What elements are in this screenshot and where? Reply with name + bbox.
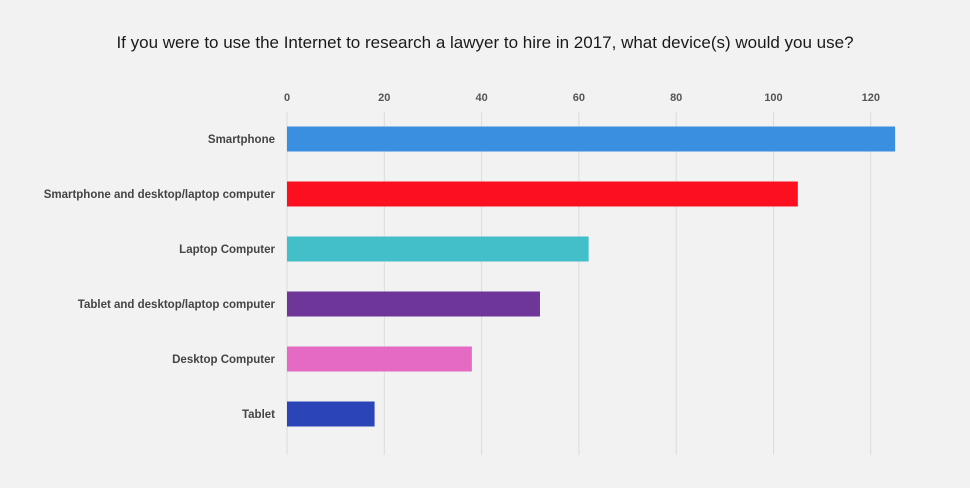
bar [287, 181, 798, 207]
gridlines [286, 112, 872, 455]
bar [287, 236, 589, 262]
bar [287, 126, 896, 152]
x-tick-label: 80 [670, 92, 682, 104]
x-tick-label: 120 [862, 92, 880, 104]
x-tick-label: 60 [573, 92, 585, 104]
category-label: Smartphone and desktop/laptop computer [44, 189, 276, 201]
x-tick-label: 40 [475, 92, 487, 104]
bar [287, 401, 375, 427]
x-tick-label: 100 [764, 92, 782, 104]
category-label: Tablet [242, 409, 275, 421]
x-tick-label: 20 [378, 92, 390, 104]
category-labels: Smartphone Smartphone and desktop/laptop … [44, 134, 276, 421]
bars [287, 126, 896, 427]
category-label: Laptop Computer [179, 244, 275, 256]
bar [287, 346, 472, 372]
x-axis-ticks: 0 20 40 60 80 100 120 [284, 92, 880, 104]
category-label: Tablet and desktop/laptop computer [78, 299, 276, 311]
category-label: Desktop Computer [172, 354, 275, 366]
x-tick-label: 0 [284, 92, 290, 104]
chart-title: If you were to use the Internet to resea… [116, 33, 853, 52]
category-label: Smartphone [208, 134, 275, 146]
bar [287, 291, 540, 317]
